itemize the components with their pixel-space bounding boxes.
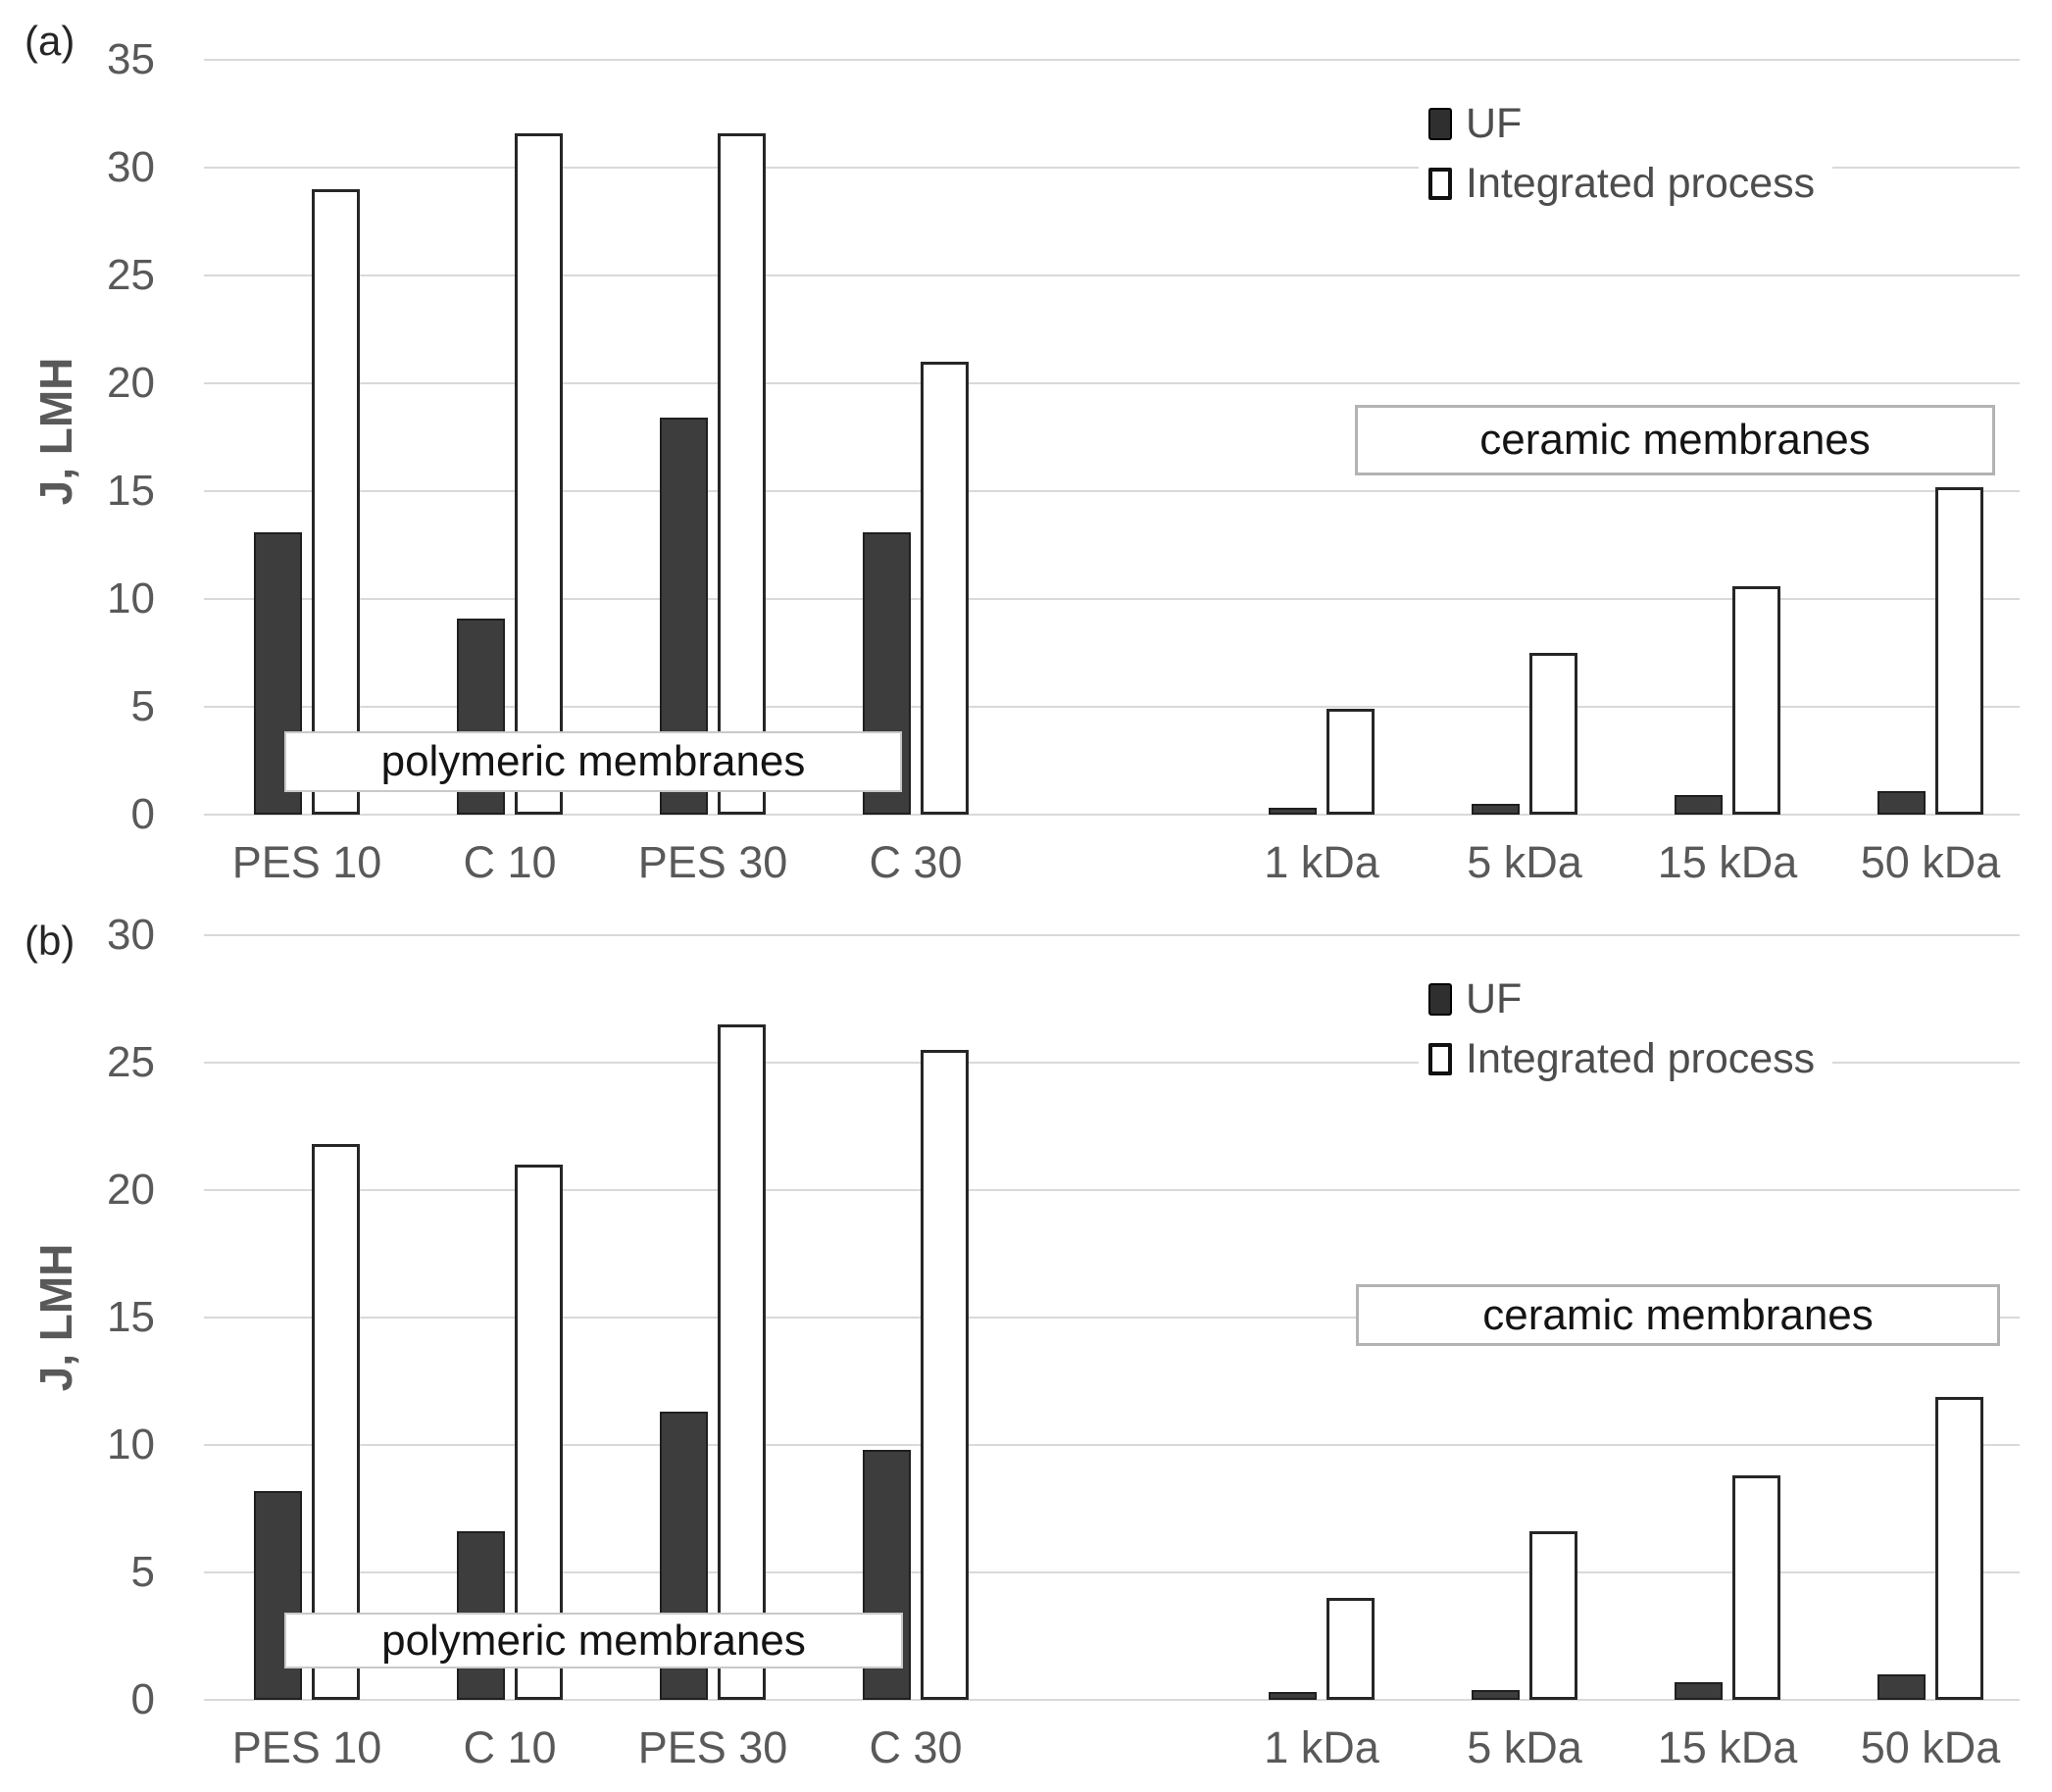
legend-item-integrated-process: Integrated process [1419,158,1833,209]
x-axis-label-pes-30: PES 30 [637,1722,788,1772]
y-tick-label-10: 10 [107,1420,155,1468]
bar-integrated-process-5-kda [1529,653,1577,815]
y-tick-label-15: 15 [107,1293,155,1341]
bar-uf-15-kda [1675,795,1723,815]
x-axis-label-pes-10: PES 10 [231,837,382,887]
bar-integrated-process-pes-30 [718,1024,766,1700]
legend-label-uf: UF [1466,99,1523,147]
bar-integrated-process-c-30 [921,362,969,815]
bar-uf-50-kda [1877,791,1926,815]
bar-integrated-process-pes-10 [312,189,360,815]
x-axis-label-pes-10: PES 10 [231,1722,382,1772]
bar-integrated-process-c-30 [921,1050,969,1700]
y-tick-label-15: 15 [107,467,155,515]
uf-swatch-icon [1428,982,1452,1016]
legend-label-integrated-process: Integrated process [1466,1034,1816,1082]
x-axis-label-1-kda: 1 kDa [1264,837,1379,887]
bar-integrated-process-50-kda [1935,1397,1983,1700]
y-tick-label-20: 20 [107,359,155,407]
y-tick-label-30: 30 [107,143,155,191]
y-tick-label-5: 5 [130,682,155,730]
panel-letter-b: (b) [25,918,75,964]
bar-integrated-process-15-kda [1732,586,1780,815]
bar-uf-pes-10 [254,1491,302,1700]
gridline-25 [204,1062,2020,1064]
bar-integrated-process-pes-10 [312,1144,360,1700]
y-axis-title-a: J, LMH [30,357,81,506]
gridline-15 [204,1317,2020,1319]
x-axis-label-c-30: C 30 [869,837,963,887]
bar-uf-50-kda [1877,1674,1926,1700]
legend-item-integrated-process: Integrated process [1419,1033,1833,1084]
x-axis-label-5-kda: 5 kDa [1467,1722,1582,1772]
x-axis-label-c-10: C 10 [463,1722,557,1772]
gridline-5 [204,1571,2020,1573]
legend-item-uf: UF [1419,98,1540,149]
integrated-process-swatch-icon [1428,1042,1452,1075]
gridline-25 [204,274,2020,276]
gridline-15 [204,490,2020,492]
x-axis-label-c-30: C 30 [869,1722,963,1772]
bar-integrated-process-1-kda [1326,1598,1375,1700]
y-tick-label-35: 35 [107,35,155,83]
bar-uf-5-kda [1472,1690,1520,1700]
gridline-35 [204,59,2020,61]
y-tick-label-30: 30 [107,911,155,959]
polymeric-membranes-label: polymeric membranes [284,1613,903,1668]
bar-integrated-process-1-kda [1326,709,1375,815]
uf-swatch-icon [1428,107,1452,140]
integrated-process-swatch-icon [1428,167,1452,200]
x-axis-label-15-kda: 15 kDa [1657,1722,1798,1772]
y-tick-label-0: 0 [130,790,155,838]
bar-integrated-process-50-kda [1935,487,1983,815]
bar-uf-5-kda [1472,804,1520,815]
y-tick-label-25: 25 [107,1038,155,1086]
y-tick-label-5: 5 [130,1548,155,1596]
gridline-30 [204,167,2020,169]
bar-uf-15-kda [1675,1682,1723,1700]
x-axis-label-pes-30: PES 30 [637,837,788,887]
gridline-5 [204,706,2020,708]
y-tick-label-0: 0 [130,1675,155,1723]
gridline-20 [204,1189,2020,1191]
legend-label-integrated-process: Integrated process [1466,159,1816,207]
bar-integrated-process-c-10 [515,133,563,815]
ceramic-membranes-label: ceramic membranes [1356,1284,2000,1346]
panel-letter-a: (a) [25,18,75,64]
gridline-30 [204,934,2020,936]
bar-uf-1-kda [1269,1692,1317,1700]
x-axis-label-15-kda: 15 kDa [1657,837,1798,887]
x-axis-label-50-kda: 50 kDa [1860,1722,2001,1772]
gridline-10 [204,1444,2020,1446]
gridline-10 [204,598,2020,600]
gridline-0 [204,814,2020,816]
gridline-20 [204,382,2020,384]
polymeric-membranes-label: polymeric membranes [284,731,902,792]
y-tick-label-20: 20 [107,1166,155,1214]
ceramic-membranes-label: ceramic membranes [1355,405,1995,475]
y-axis-title-b: J, LMH [30,1243,81,1392]
x-axis-label-5-kda: 5 kDa [1467,837,1582,887]
y-tick-label-25: 25 [107,251,155,299]
bar-uf-1-kda [1269,808,1317,815]
y-tick-label-10: 10 [107,574,155,622]
x-axis-label-50-kda: 50 kDa [1860,837,2001,887]
gridline-0 [204,1699,2020,1701]
legend-label-uf: UF [1466,974,1523,1022]
bar-integrated-process-c-10 [515,1165,563,1700]
x-axis-label-1-kda: 1 kDa [1264,1722,1379,1772]
bar-integrated-process-5-kda [1529,1531,1577,1700]
x-axis-label-c-10: C 10 [463,837,557,887]
bar-integrated-process-15-kda [1732,1475,1780,1700]
bar-integrated-process-pes-30 [718,133,766,815]
legend-item-uf: UF [1419,973,1540,1024]
